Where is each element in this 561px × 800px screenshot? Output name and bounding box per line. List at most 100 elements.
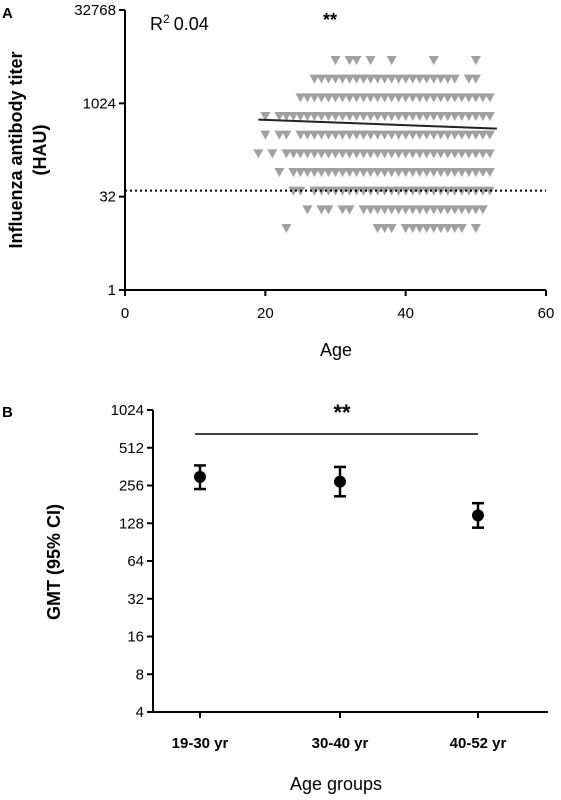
panel-a-data-point xyxy=(477,93,488,103)
panel-a-data-point xyxy=(477,149,488,159)
panel-a-data-point xyxy=(365,167,376,177)
panel-a-data-point xyxy=(295,111,306,121)
panel-a-data-point xyxy=(421,111,432,121)
panel-a-data-point xyxy=(302,93,313,103)
panel-a-data-point xyxy=(428,167,439,177)
panel-a-data-point xyxy=(372,111,383,121)
panel-a-data-point xyxy=(386,167,397,177)
panel-a-data-point xyxy=(470,167,481,177)
panel-b-y-axis-title: GMT (95% CI) xyxy=(44,504,64,620)
panel-a-data-point xyxy=(351,93,362,103)
panel-b-y-tick-label: 128 xyxy=(119,515,144,532)
panel-a-data-point xyxy=(456,205,467,215)
panel-a-data-point xyxy=(463,130,474,140)
panel-a-data-point xyxy=(379,111,390,121)
panel-a-data-point xyxy=(323,130,334,140)
panel-a-data-point xyxy=(428,93,439,103)
panel-a-data-point xyxy=(449,93,460,103)
panel-a-data-point xyxy=(344,74,355,84)
panel-a-data-point xyxy=(323,186,334,196)
panel-a-data-point xyxy=(316,149,327,159)
panel-a-data-point xyxy=(470,111,481,121)
panel-a-significance: ** xyxy=(323,10,337,30)
panel-a-data-point xyxy=(463,167,474,177)
panel-a-y-tick-label: 32 xyxy=(99,189,116,206)
panel-b-letter: B xyxy=(2,404,13,421)
panel-a-data-point xyxy=(435,111,446,121)
panel-a-data-point xyxy=(477,167,488,177)
panel-a-regression xyxy=(258,118,497,130)
panel-a-data-point xyxy=(295,167,306,177)
panel-a-x-tick-label: 40 xyxy=(397,305,414,322)
panel-a-data-point xyxy=(330,149,341,159)
panel-a-data-point xyxy=(365,74,376,84)
panel-a-data-point xyxy=(281,149,292,159)
panel-a-data-point xyxy=(344,167,355,177)
panel-a-data-point xyxy=(330,111,341,121)
panel-a-data-point xyxy=(428,74,439,84)
panel-a-data-point xyxy=(337,205,348,215)
panel-a-data-point xyxy=(421,149,432,159)
panel-a-y-tick-label: 1024 xyxy=(83,95,116,112)
panel-a-data-point xyxy=(323,74,334,84)
panel-a-data-point xyxy=(379,186,390,196)
panel-a-data-point xyxy=(323,205,334,215)
panel-a-letter: A xyxy=(2,5,13,22)
panel-a-data-point xyxy=(428,186,439,196)
panel-a-data-point xyxy=(351,74,362,84)
panel-a-data-point xyxy=(470,223,481,233)
panel-a-data-point xyxy=(407,149,418,159)
panel-a-data-point xyxy=(316,111,327,121)
panel-a-data-point xyxy=(260,111,271,121)
panel-a-data-point xyxy=(323,111,334,121)
panel-a-data-point xyxy=(428,130,439,140)
panel-a-data-point xyxy=(407,223,418,233)
panel-b-y-ticks: 4 8 16 32 64 128 256 512 1024 xyxy=(111,402,153,721)
panel-a-data-point xyxy=(414,167,425,177)
panel-a-data-point xyxy=(302,130,313,140)
panel-b-gmt-point xyxy=(472,509,484,522)
panel-a-data-point xyxy=(477,186,488,196)
panel-a-data-point xyxy=(372,93,383,103)
panel-b-category-label: 40-52 yr xyxy=(450,735,507,752)
panel-a-data-point xyxy=(351,167,362,177)
panel-a-data-point xyxy=(407,111,418,121)
panel-a-data-point xyxy=(379,74,390,84)
panel-b-y-tick-label: 32 xyxy=(127,591,144,608)
panel-a-data-point xyxy=(435,223,446,233)
panel-a-data-point xyxy=(393,74,404,84)
panel-a-data-point xyxy=(470,205,481,215)
panel-a-data-point xyxy=(421,93,432,103)
panel-a-data-point xyxy=(421,74,432,84)
panel-a-data-point xyxy=(344,111,355,121)
panel-a-data-point xyxy=(316,74,327,84)
panel-a-data-point xyxy=(442,149,453,159)
panel-a-data-point xyxy=(330,167,341,177)
panel-a-data-point xyxy=(365,111,376,121)
panel-a-data-point xyxy=(414,74,425,84)
panel-a-r2-annotation: R2 0.04 xyxy=(150,12,209,34)
panel-a-data-point xyxy=(393,130,404,140)
panel-a-data-point xyxy=(428,55,439,65)
panel-a-data-point xyxy=(309,130,320,140)
panel-a-data-point xyxy=(393,149,404,159)
panel-a-data-point xyxy=(407,74,418,84)
panel-a-data-point xyxy=(351,55,362,65)
panel-a-data-point xyxy=(407,93,418,103)
panel-b: B 4 8 16 32 64 128 256 512 1024 19-30 yr 30-40 yr… xyxy=(2,400,548,794)
panel-a-data-point xyxy=(484,111,495,121)
panel-a-x-tick-label: 60 xyxy=(538,305,555,322)
panel-a-data-point xyxy=(344,55,355,65)
panel-a-data-point xyxy=(400,167,411,177)
panel-a-data-point xyxy=(407,205,418,215)
panel-a-data-point xyxy=(470,130,481,140)
panel-a-data-point xyxy=(442,205,453,215)
panel-a-data-point xyxy=(288,167,299,177)
panel-a-data-point xyxy=(344,93,355,103)
panel-a-x-tick-label: 20 xyxy=(257,305,274,322)
panel-a-r2-sup: 2 xyxy=(163,12,170,26)
panel-a-data-point xyxy=(358,167,369,177)
panel-b-y-tick-label: 8 xyxy=(136,666,144,683)
panel-a-data-point xyxy=(442,130,453,140)
panel-a-data-point xyxy=(442,167,453,177)
